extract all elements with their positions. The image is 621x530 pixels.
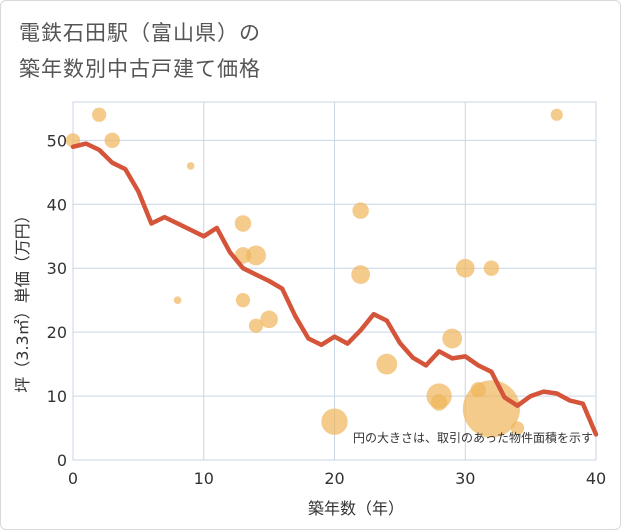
data-point [186,162,195,170]
y-tick-label: 40 [47,195,67,214]
title-line-1: 電鉄石田駅（富山県）の [19,21,261,45]
tick-labels: 0 10 20 30 40 0 10 20 30 40 50 [47,131,607,488]
data-points [65,107,563,438]
x-axis-label: 築年数（年） [308,499,404,518]
data-point [173,296,182,305]
data-point [550,108,563,121]
trend-line-group [70,141,599,437]
x-tick-label: 40 [586,469,606,488]
y-tick-label: 50 [47,131,67,150]
grid-lines [72,101,597,461]
x-tick-label: 10 [194,469,214,488]
y-axis-label: 坪（3.3㎡）単価（万円） [13,207,32,392]
data-point [483,260,500,276]
data-point [234,215,252,232]
data-point [351,265,370,284]
data-point [442,328,463,349]
y-tick-label: 30 [47,259,67,278]
data-point [462,380,520,438]
data-point [260,310,278,329]
data-point [104,132,120,149]
data-point [246,245,266,266]
y-tick-label: 20 [47,323,67,342]
data-point [455,258,475,278]
data-point [248,318,264,333]
data-point [510,421,525,435]
data-point [321,408,348,435]
x-tick-label: 20 [324,469,344,488]
title-line-2: 築年数別中古戸建て価格 [19,57,261,81]
x-tick-label: 0 [68,469,78,488]
y-tick-label: 10 [47,387,67,406]
size-annotation: 円の大きさは、取引のあった物件面積を示す [353,430,593,445]
data-point [430,394,448,411]
trend-line [70,141,599,437]
x-tick-label: 30 [455,469,475,488]
y-tick-label: 0 [57,451,67,470]
data-point [352,202,369,219]
data-point [235,293,251,308]
chart-title: 電鉄石田駅（富山県）の 築年数別中古戸建て価格 [19,15,261,87]
data-point [376,353,398,375]
data-point [92,107,107,122]
